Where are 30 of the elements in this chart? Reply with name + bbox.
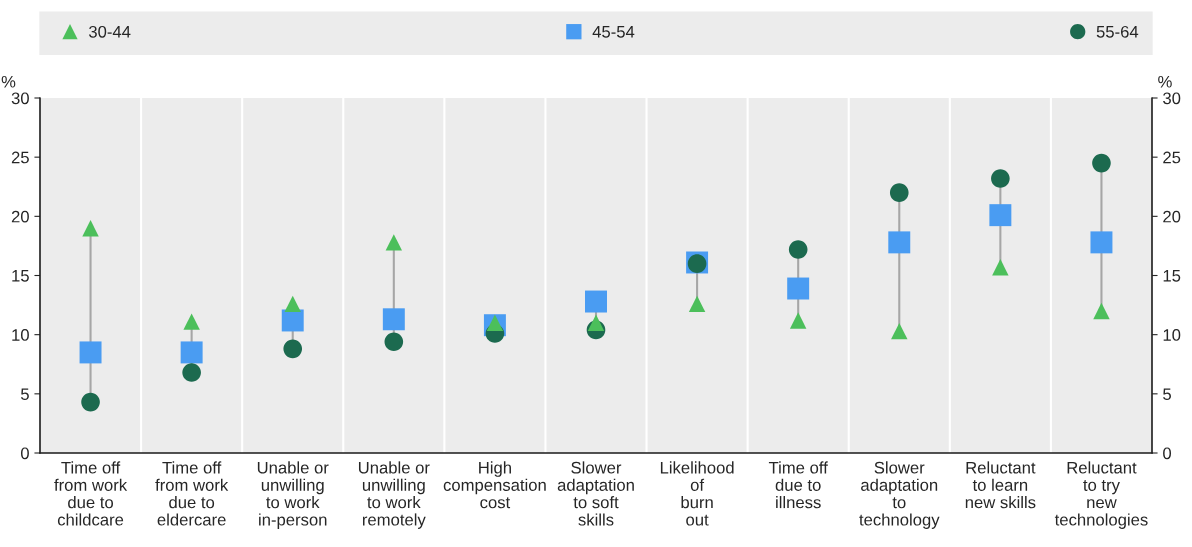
- x-tick-label: Slower adaptation to soft skills: [557, 461, 634, 526]
- y-tick-label: 30: [11, 92, 29, 105]
- x-tick-label: Slower adaptation to technology: [859, 461, 940, 529]
- legend-label: 55-64: [1096, 25, 1139, 38]
- y-tick-label: 10: [12, 329, 29, 341]
- y-axis-title: %: [1, 75, 16, 88]
- legend-label: 45-54: [592, 26, 635, 38]
- y2-tick-label: 25: [1163, 151, 1181, 164]
- x-tick-label: Time off due to illness: [768, 461, 828, 509]
- x-tick-label: Reluctant to try new technologies: [1054, 461, 1148, 529]
- y2-tick-label: 15: [1163, 270, 1181, 282]
- x-tick-label: Unable or unwilling to work in-person: [257, 461, 329, 529]
- y-tick-label: 5: [20, 388, 29, 401]
- y-tick-label: 25: [11, 151, 29, 164]
- x-tick-label: Likelihood of burn out: [660, 461, 734, 526]
- x-tick-label: Reluctant to learn new skills: [965, 461, 1036, 509]
- y2-axis-title: %: [1158, 75, 1172, 88]
- x-tick-label: Time off from work due to childcare: [54, 461, 128, 526]
- y2-tick-label: 10: [1163, 329, 1181, 341]
- x-tick-label: High compensation cost: [443, 461, 546, 509]
- legend-label: 30-44: [88, 25, 131, 38]
- y2-tick-label: 0: [1163, 447, 1172, 460]
- y2-tick-label: 20: [1163, 210, 1181, 223]
- y-tick-label: 0: [20, 447, 29, 460]
- y2-tick-label: 30: [1163, 92, 1181, 105]
- y-tick-label: 20: [11, 210, 29, 223]
- x-tick-label: Unable or unwilling to work remotely: [358, 461, 430, 529]
- y2-tick-label: 5: [1163, 388, 1171, 401]
- y-tick-label: 15: [12, 270, 29, 282]
- x-tick-label: Time off from work due to eldercare: [155, 461, 229, 526]
